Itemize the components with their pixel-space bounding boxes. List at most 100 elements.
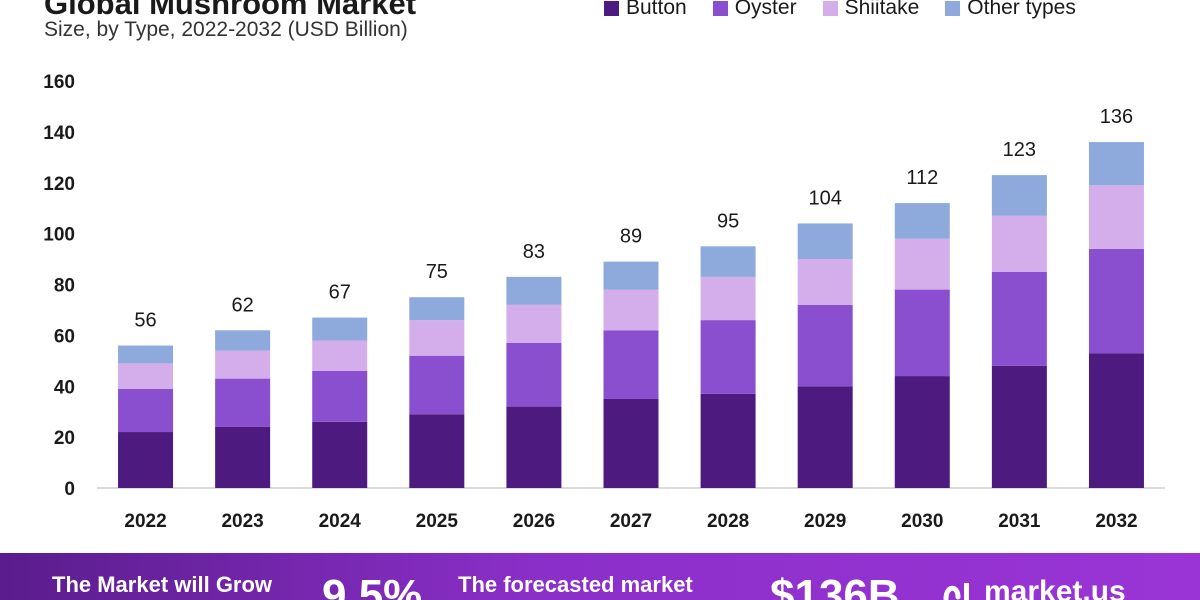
- bar-segment-other-types: [797, 223, 853, 260]
- bar-segment-button: [797, 386, 853, 488]
- y-tick-label: 160: [43, 72, 75, 93]
- bar-segment-oyster: [215, 378, 271, 427]
- bar-segment-shiitake: [409, 320, 465, 356]
- bar-total-label: 83: [523, 241, 545, 263]
- legend-item-button: Button: [604, 0, 687, 20]
- bar-segment-button: [1088, 353, 1144, 488]
- legend-swatch-shiitake: [822, 0, 838, 16]
- banner-cagr: 9.5%: [322, 571, 423, 600]
- bar-segment-oyster: [118, 388, 174, 433]
- legend-swatch-button: [604, 0, 619, 16]
- y-tick-label: 120: [43, 174, 75, 195]
- bar-segment-button: [603, 398, 659, 488]
- bar-segment-oyster: [1088, 248, 1144, 354]
- bar-segment-shiitake: [603, 289, 659, 331]
- x-tick-label: 2030: [901, 511, 943, 532]
- bar-total-label: 112: [906, 167, 938, 189]
- bar-segment-button: [215, 426, 271, 488]
- bar-segment-oyster: [991, 271, 1047, 366]
- bar-segment-other-types: [118, 345, 174, 364]
- bar-total-label: 123: [1003, 139, 1036, 161]
- banner-forecast-text: The forecasted market: [458, 572, 693, 597]
- bar-segment-shiitake: [506, 304, 562, 344]
- bar-segment-shiitake: [312, 340, 368, 371]
- bar-segment-other-types: [991, 175, 1047, 216]
- x-tick-label: 2031: [998, 511, 1041, 532]
- y-tick-label: 100: [43, 225, 75, 246]
- y-tick-label: 20: [54, 428, 75, 449]
- x-tick-label: 2028: [707, 511, 749, 532]
- bar-segment-other-types: [215, 330, 271, 351]
- bar-total-label: 136: [1100, 106, 1133, 128]
- bar-segment-shiitake: [700, 276, 756, 321]
- legend-swatch-oyster: [712, 0, 728, 16]
- bar-segment-oyster: [506, 343, 562, 407]
- bar-segment-button: [700, 393, 756, 488]
- bar-total-label: 95: [717, 210, 739, 232]
- bar-segment-oyster: [894, 289, 950, 377]
- bar-segment-other-types: [409, 297, 465, 321]
- bar-total-label: 75: [426, 261, 448, 283]
- summary-banner: The Market will Grow 9.5% The forecasted…: [0, 553, 1200, 600]
- x-tick-label: 2024: [319, 511, 362, 532]
- banner-grow-text: The Market will Grow: [52, 572, 273, 597]
- y-tick-label: 40: [54, 377, 75, 398]
- bar-segment-other-types: [1088, 142, 1144, 186]
- x-tick-label: 2027: [610, 511, 652, 532]
- chart-title: Global Mushroom Market: [44, 0, 417, 21]
- legend-swatch-other: [945, 0, 961, 16]
- x-tick-label: 2032: [1095, 511, 1137, 532]
- bar-segment-button: [118, 432, 174, 488]
- bar-segment-other-types: [312, 317, 368, 341]
- banner-forecast-value: $136B: [770, 571, 900, 600]
- chart-subtitle: Size, by Type, 2022-2032 (USD Billion): [44, 18, 408, 41]
- bar-total-label: 67: [329, 282, 351, 304]
- y-tick-label: 0: [64, 479, 75, 500]
- y-tick-label: 60: [54, 326, 75, 347]
- bar-total-label: 104: [808, 187, 841, 209]
- x-tick-label: 2022: [124, 511, 166, 532]
- bar-segment-oyster: [409, 355, 465, 415]
- bar-segment-button: [991, 365, 1047, 488]
- bar-segment-shiitake: [215, 350, 271, 379]
- bar-segment-button: [894, 376, 950, 488]
- bar-segment-oyster: [700, 320, 756, 394]
- legend-label-shiitake: Shiitake: [844, 0, 920, 19]
- bar-segment-button: [312, 421, 368, 488]
- bar-segment-other-types: [700, 246, 756, 277]
- legend: Button Oyster Shiitake Other types: [604, 0, 1076, 20]
- legend-label-other: Other types: [967, 0, 1076, 19]
- bar-segment-other-types: [506, 276, 562, 305]
- bar-segment-other-types: [894, 203, 950, 239]
- bar-segment-shiitake: [894, 238, 950, 290]
- logo-mark-icon: [943, 583, 969, 600]
- bar-total-label: 89: [620, 226, 642, 248]
- brand-logo: market.us: [942, 575, 1126, 600]
- brand-logo-text: market.us: [984, 575, 1126, 600]
- legend-item-oyster: Oyster: [712, 0, 797, 20]
- bar-segment-button: [506, 406, 562, 488]
- bar-segment-other-types: [603, 261, 659, 290]
- x-tick-label: 2025: [416, 511, 459, 532]
- legend-label-button: Button: [626, 0, 687, 19]
- bar-total-label: 62: [232, 294, 254, 316]
- bar-segment-shiitake: [991, 215, 1047, 272]
- legend-item-shiitake: Shiitake: [822, 0, 920, 20]
- bar-segment-shiitake: [1088, 185, 1144, 249]
- x-tick-label: 2023: [221, 511, 263, 532]
- bar-segment-shiitake: [118, 363, 174, 389]
- legend-item-other: Other types: [945, 0, 1076, 20]
- x-tick-label: 2029: [804, 511, 846, 532]
- bar-total-label: 56: [134, 310, 156, 332]
- y-tick-label: 80: [54, 276, 75, 297]
- bar-segment-button: [409, 414, 465, 488]
- bar-segment-shiitake: [797, 259, 853, 305]
- legend-label-oyster: Oyster: [734, 0, 797, 19]
- y-tick-label: 140: [43, 123, 75, 144]
- x-tick-label: 2026: [513, 511, 555, 532]
- bar-segment-oyster: [603, 330, 659, 399]
- bar-segment-oyster: [312, 370, 368, 422]
- bar-segment-oyster: [797, 304, 853, 387]
